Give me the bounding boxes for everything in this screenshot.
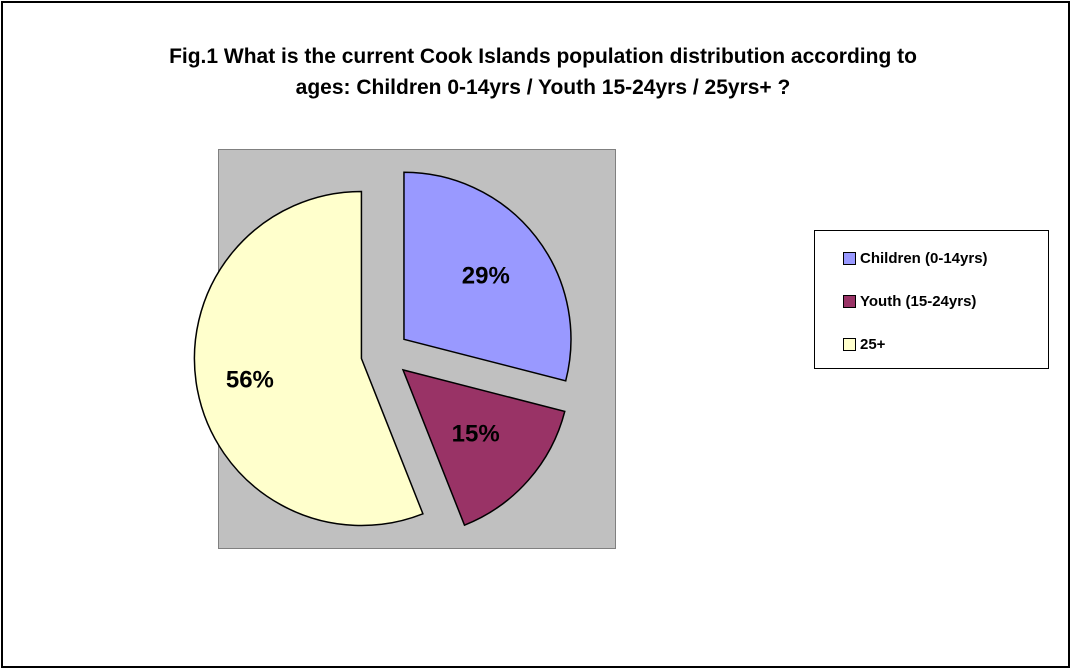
pie-slice-25plus (193, 190, 424, 527)
legend-item-children: Children (0-14yrs) (843, 248, 988, 268)
legend-swatch-children (843, 251, 856, 265)
pie-slice-children (403, 171, 572, 382)
pie-slice-youth (401, 368, 566, 527)
legend-label-youth: Youth (15-24yrs) (860, 292, 977, 310)
legend-swatch-25plus (843, 337, 856, 351)
legend-item-25plus: 25+ (843, 334, 885, 354)
legend-label-25plus: 25+ (860, 335, 886, 353)
legend-label-children: Children (0-14yrs) (860, 249, 988, 267)
legend-item-youth: Youth (15-24yrs) (843, 291, 976, 311)
chart-title: Fig.1 What is the current Cook Islands p… (169, 45, 917, 99)
legend: Children (0-14yrs) Youth (15-24yrs) 25+ (814, 230, 1049, 369)
data-label-youth: 15% (452, 420, 500, 447)
legend-swatch-youth (843, 294, 856, 308)
pie-chart: 29% 15% 56% (193, 171, 572, 527)
data-label-children: 29% (462, 262, 510, 289)
data-label-25plus: 56% (226, 366, 274, 393)
